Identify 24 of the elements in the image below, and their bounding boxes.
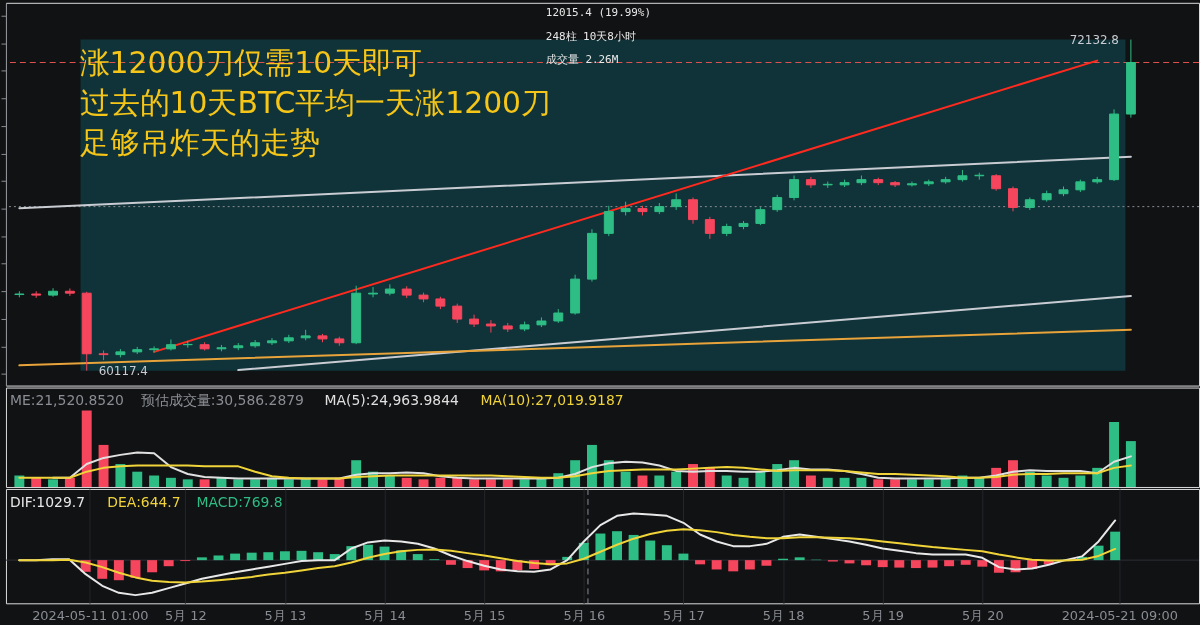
x-tick-label: 5月 15: [463, 607, 506, 623]
x-tick-label: 5月 18: [762, 607, 805, 623]
x-tick-label: 2024-05-11 01:00: [32, 607, 149, 623]
x-tick-label: 5月 12: [164, 607, 207, 623]
text: DIF:1029.7: [9, 493, 86, 510]
annotation: 60117.4: [98, 363, 148, 378]
x-tick-label: 5月 14: [364, 607, 406, 623]
x-tick-label: 5月 13: [264, 607, 307, 623]
text: 12015.4 (19.99%): [545, 5, 652, 19]
x-tick-label: 5月 19: [862, 607, 905, 623]
x-tick-label: 5月 16: [563, 607, 606, 623]
annotation: 过去的10天BTC平均一天涨1200刀: [79, 85, 552, 121]
annotation: 248柱 10天8小时: [545, 29, 636, 43]
text: DEA:644.7: [107, 493, 181, 510]
x-tick-label: 2024-05-21 09:00: [1061, 607, 1178, 623]
text: ME:21,520.8520: [9, 392, 124, 409]
text: MACD:769.8: [196, 493, 283, 510]
text: MA(5):24,963.9844: [324, 392, 460, 409]
text: MA(10):27,019.9187: [480, 392, 624, 409]
x-tick-label: 5月 17: [663, 607, 705, 623]
x-tick-label: 5月 20: [961, 607, 1004, 623]
text: 预估成交量:30,586.2879: [140, 392, 304, 409]
annotation: 足够吊炸天的走势: [79, 124, 320, 160]
annotation: 72132.8: [1069, 32, 1119, 47]
